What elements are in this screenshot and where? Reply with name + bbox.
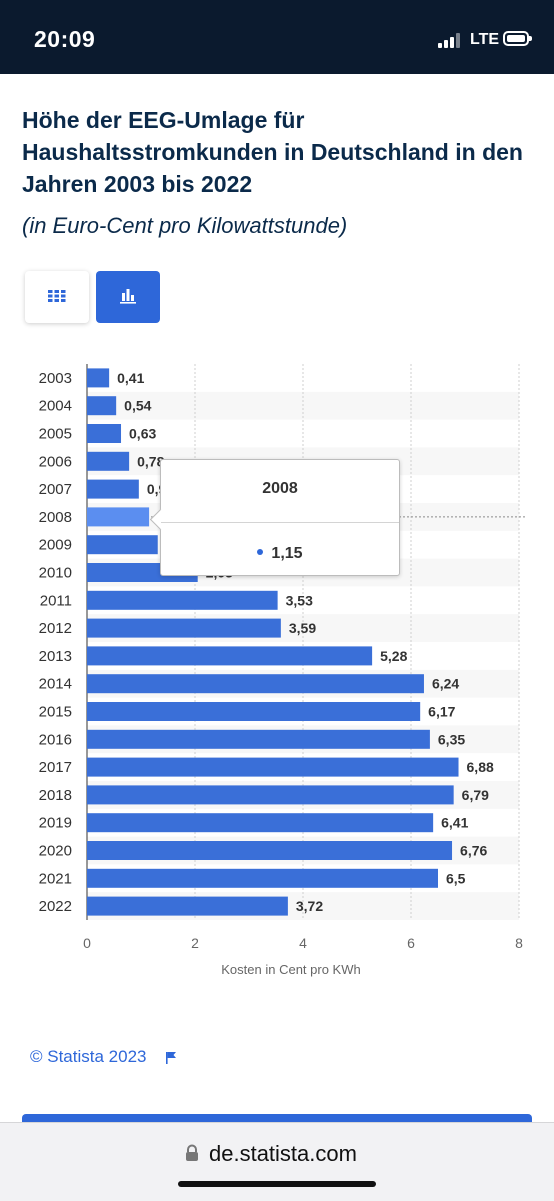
bar-2016 xyxy=(87,729,430,749)
category-label: 2006 xyxy=(39,453,72,470)
bar-2019 xyxy=(87,813,434,833)
bar-2007 xyxy=(87,479,139,499)
bar-2008 xyxy=(87,507,150,527)
data-label: 6,35 xyxy=(438,731,465,747)
bar-2004 xyxy=(87,396,117,416)
chart-tooltip: 2008 1,15 xyxy=(160,459,400,576)
x-tick-label: 2 xyxy=(191,935,199,951)
bar-2009 xyxy=(87,535,158,555)
chart-view-button[interactable] xyxy=(96,271,160,323)
category-label: 2010 xyxy=(39,565,72,582)
category-label: 2003 xyxy=(39,370,72,387)
category-label: 2012 xyxy=(39,620,72,637)
category-label: 2019 xyxy=(39,815,72,832)
browser-address-bar[interactable]: de.statista.com xyxy=(0,1122,554,1201)
category-label: 2016 xyxy=(39,731,72,748)
bar-2021 xyxy=(87,868,438,888)
category-label: 2004 xyxy=(39,398,72,415)
grid-icon xyxy=(48,290,66,302)
url-text: de.statista.com xyxy=(209,1141,357,1166)
battery-icon xyxy=(503,31,532,46)
data-label: 6,24 xyxy=(432,676,459,692)
data-label: 0,78 xyxy=(137,453,164,469)
page-subtitle: (in Euro-Cent pro Kilowattstunde) xyxy=(22,213,348,238)
flag-icon[interactable] xyxy=(165,1051,177,1064)
bar-2012 xyxy=(87,618,281,638)
signal-icon xyxy=(438,32,464,48)
data-label: 3,53 xyxy=(286,592,313,608)
series-dot-icon xyxy=(257,548,264,555)
data-label: 6,41 xyxy=(441,815,468,831)
bar-2015 xyxy=(87,702,421,721)
table-view-button[interactable] xyxy=(25,271,89,323)
category-label: 2005 xyxy=(39,426,72,443)
data-label: 0,54 xyxy=(124,398,151,414)
bar-2013 xyxy=(87,646,373,666)
category-label: 2021 xyxy=(39,870,72,887)
status-bar: 20:09 LTE xyxy=(0,0,554,74)
data-label: 3,59 xyxy=(289,620,316,636)
bar-2020 xyxy=(87,841,453,860)
data-label: 6,17 xyxy=(428,704,455,720)
status-time: 20:09 xyxy=(34,26,96,52)
data-label: 6,5 xyxy=(446,870,466,886)
data-label: 6,79 xyxy=(462,787,489,803)
category-label: 2011 xyxy=(40,592,72,609)
category-label: 2007 xyxy=(39,481,72,498)
network-type: LTE xyxy=(470,31,500,48)
tooltip-divider xyxy=(161,522,399,523)
bar-chart-icon xyxy=(120,289,136,304)
bar-2018 xyxy=(87,785,454,805)
category-label: 2018 xyxy=(39,787,72,804)
category-label: 2008 xyxy=(39,509,72,526)
bar-2017 xyxy=(87,757,459,777)
x-axis-title: Kosten in Cent pro KWh xyxy=(221,962,360,977)
category-label: 2020 xyxy=(39,843,72,860)
data-label: 0,63 xyxy=(129,426,156,442)
category-label: 2015 xyxy=(39,704,72,721)
bar-chart: 20030,4120040,5420050,6320060,7820070,96… xyxy=(39,364,525,977)
bar-2003 xyxy=(87,368,110,388)
category-label: 2017 xyxy=(39,759,72,776)
category-label: 2014 xyxy=(39,676,72,693)
data-label: 6,76 xyxy=(460,843,487,859)
category-label: 2013 xyxy=(39,648,72,665)
data-label: 5,28 xyxy=(380,648,407,664)
bar-2022 xyxy=(87,896,288,916)
x-tick-label: 0 xyxy=(83,935,91,951)
data-label: 3,72 xyxy=(296,898,323,914)
x-tick-label: 4 xyxy=(299,935,307,951)
home-indicator xyxy=(178,1181,376,1187)
copyright-link[interactable]: © Statista 2023 xyxy=(30,1047,147,1066)
bar-2014 xyxy=(87,674,424,694)
x-tick-label: 8 xyxy=(515,935,523,951)
bar-2011 xyxy=(87,590,278,610)
page-title: Höhe der EEG-Umlage für Haushaltsstromku… xyxy=(22,107,523,197)
x-tick-label: 6 xyxy=(407,935,415,951)
tooltip-value: 1,15 xyxy=(271,545,303,562)
bar-2006 xyxy=(87,451,130,471)
tooltip-year: 2008 xyxy=(262,480,298,497)
data-label: 6,88 xyxy=(467,759,494,775)
lock-icon xyxy=(186,1144,198,1161)
category-label: 2022 xyxy=(39,898,72,915)
bar-2005 xyxy=(87,424,122,443)
data-label: 0,41 xyxy=(117,370,144,386)
tooltip-value-row: 1,15 xyxy=(161,545,399,563)
category-label: 2009 xyxy=(39,537,72,554)
